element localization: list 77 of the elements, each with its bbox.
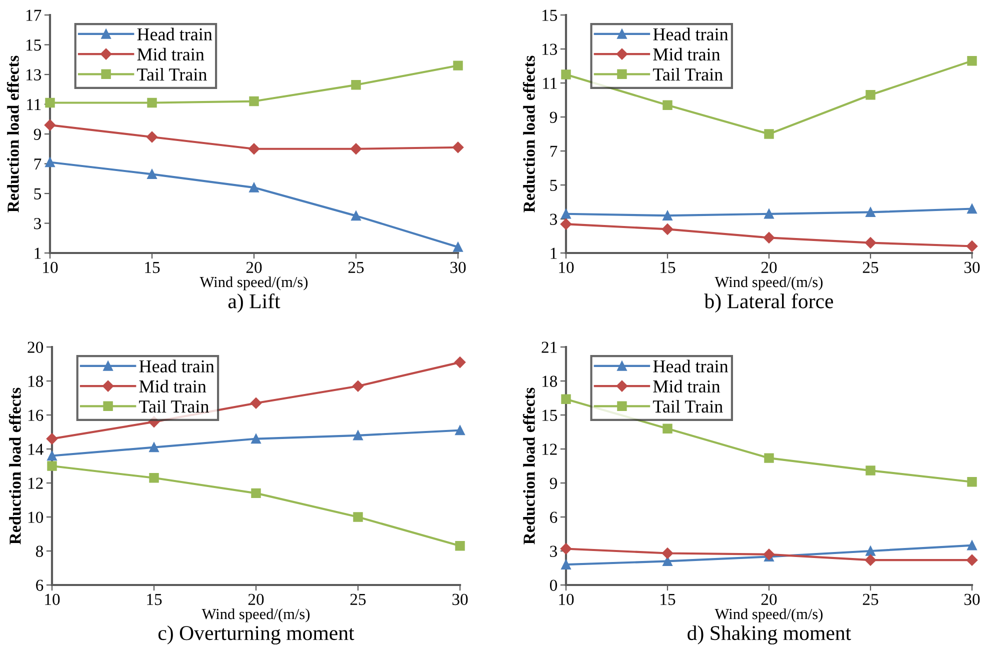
legend-label: Mid train (137, 48, 204, 61)
text: b) Lateral force (704, 293, 834, 313)
x-axis-title: Wind speed/(m/s) (714, 276, 823, 290)
y-tick-label: 14 (28, 444, 44, 455)
x-tick-label: 25 (862, 594, 878, 606)
legend-label: Tail Train (652, 68, 723, 81)
y-tick-label: 11 (27, 99, 41, 110)
y-tick-label: 7 (34, 158, 42, 170)
text: a) Lift (228, 293, 280, 313)
y-axis-title: Reduction load effects (8, 388, 21, 544)
y-tick-label: 3 (34, 218, 42, 230)
legend-label: Mid train (139, 380, 206, 393)
x-tick-label: 10 (559, 594, 574, 606)
y-tick-label: 18 (28, 376, 44, 387)
x-tick-label: 15 (147, 594, 162, 606)
text: d) Shaking moment (688, 625, 852, 644)
legend-label: Tail Train (652, 400, 723, 413)
y-tick-label: 5 (550, 180, 558, 191)
y-tick-label: 8 (36, 546, 44, 557)
legend-label: Tail Train (137, 68, 207, 81)
x-tick-label: 30 (450, 262, 466, 274)
y-tick-label: 1 (550, 248, 557, 259)
y-tick-label: 3 (550, 546, 558, 557)
y-tick-label: 21 (542, 342, 557, 353)
x-tick-label: 25 (350, 594, 366, 606)
y-axis-title: Reduction load effects (522, 388, 535, 544)
y-tick-label: 1 (34, 248, 41, 259)
y-tick-label: 5 (34, 188, 42, 200)
y-tick-label: 9 (550, 478, 557, 489)
x-tick-label: 20 (246, 262, 262, 274)
y-tick-label: 17 (26, 10, 42, 21)
legend-label: Head train (139, 360, 214, 372)
x-tick-label: 30 (964, 594, 980, 606)
y-tick-label: 15 (26, 40, 42, 51)
y-tick-label: 9 (550, 112, 557, 123)
y-tick-label: 15 (542, 10, 558, 21)
y-tick-label: 9 (34, 128, 41, 140)
legend-label: Mid train (653, 380, 720, 393)
y-tick-label: 12 (542, 444, 557, 455)
text: c) Overturning moment (158, 625, 354, 644)
x-tick-label: 15 (660, 262, 676, 274)
y-tick-label: 3 (550, 214, 558, 225)
legend-label: Tail Train (139, 400, 209, 413)
y-tick-label: 12 (28, 478, 43, 489)
y-tick-label: 11 (543, 78, 557, 89)
y-tick-label: 6 (550, 512, 558, 523)
x-axis-title: Wind speed/(m/s) (202, 608, 310, 622)
y-tick-label: 16 (28, 410, 44, 421)
x-tick-label: 10 (559, 262, 574, 274)
y-tick-label: 7 (550, 146, 558, 157)
x-tick-label: 15 (145, 262, 160, 274)
x-axis-title: Wind speed/(m/s) (200, 276, 308, 290)
x-tick-label: 20 (761, 262, 777, 274)
legend-label: Head train (653, 28, 728, 40)
x-axis-title: Wind speed/(m/s) (714, 608, 823, 622)
y-tick-label: 6 (36, 580, 44, 591)
x-tick-label: 10 (45, 594, 60, 606)
y-tick-label: 20 (28, 342, 44, 353)
y-tick-label: 0 (550, 580, 558, 591)
x-tick-label: 30 (452, 594, 468, 606)
x-tick-label: 20 (248, 594, 264, 606)
legend-label: Head train (137, 28, 212, 40)
y-tick-label: 13 (26, 69, 42, 80)
x-tick-label: 25 (862, 262, 878, 274)
legend-label: Mid train (653, 48, 720, 61)
y-tick-label: 15 (542, 410, 558, 421)
y-tick-label: 18 (542, 376, 558, 387)
x-tick-label: 15 (660, 594, 676, 606)
y-tick-label: 13 (542, 44, 558, 55)
legend-label: Head train (653, 360, 728, 372)
y-axis-title: Reduction load effects (6, 56, 19, 212)
y-tick-label: 10 (28, 512, 44, 523)
x-tick-label: 10 (43, 262, 58, 274)
y-axis-title: Reduction load effects (522, 56, 535, 212)
x-tick-label: 25 (348, 262, 364, 274)
x-tick-label: 30 (964, 262, 980, 274)
x-tick-label: 20 (761, 594, 777, 606)
